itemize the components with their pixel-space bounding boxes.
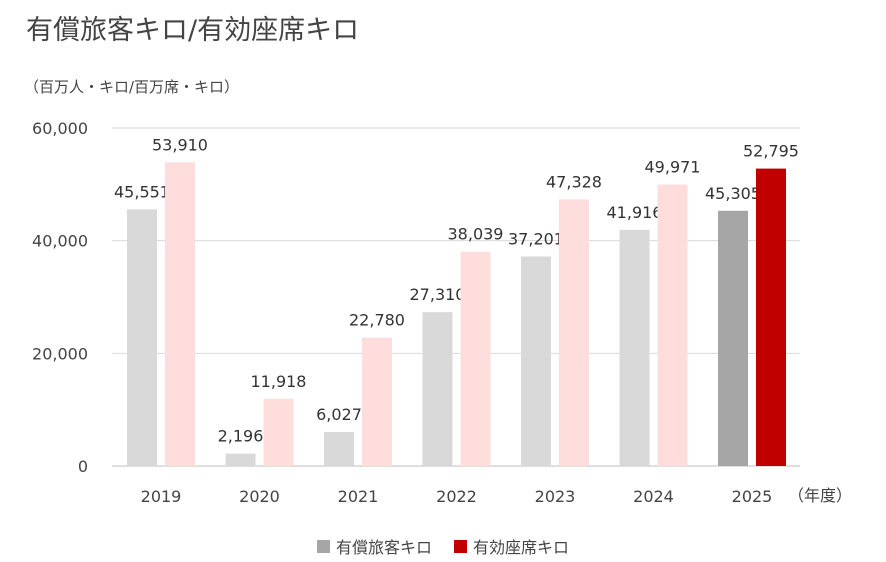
bar [225,453,256,466]
data-label: 45,305 [705,184,761,203]
data-label: 53,910 [152,135,208,154]
chart-title: 有償旅客キロ/有効座席キロ [26,15,360,46]
y-tick-label: 20,000 [32,344,88,363]
bar [324,432,354,466]
bar [127,209,157,466]
bar [263,398,294,466]
bar [756,168,786,466]
y-tick-label: 60,000 [32,119,88,138]
x-axis-unit-label: （年度） [788,486,852,505]
data-label: 11,918 [251,372,307,391]
x-tick-label: 2024 [633,487,674,506]
data-label: 37,201 [508,229,564,248]
bar [718,210,748,466]
data-label: 38,039 [448,225,504,244]
data-label: 49,971 [645,157,701,176]
data-label: 2,196 [218,427,264,446]
x-tick-label: 2025 [732,487,773,506]
legend-item-passenger-km: 有償旅客キロ [316,534,432,558]
data-label: 22,780 [349,311,405,330]
bar [657,184,688,466]
data-label: 41,916 [607,203,663,222]
x-tick-label: 2020 [239,487,280,506]
x-tick-label: 2022 [436,487,477,506]
data-label: 47,328 [546,172,602,191]
legend-swatch-seat-km [454,539,467,553]
data-label: 27,310 [410,285,466,304]
bar [460,251,491,466]
bar [362,337,392,466]
legend-swatch-passenger-km [316,539,330,553]
bar [559,199,589,466]
x-tick-label: 2019 [141,487,182,506]
bar [165,162,195,466]
bar [619,229,650,466]
x-tick-label: 2021 [338,487,379,506]
bar [422,312,453,466]
y-axis-unit-label: （百万人・キロ/百万席・キロ） [24,78,240,96]
legend-item-seat-km: 有効座席キロ [454,534,569,558]
legend-label-passenger-km: 有償旅客キロ [335,538,432,557]
data-label: 52,795 [743,142,799,161]
y-tick-label: 0 [78,457,88,476]
legend-label-seat-km: 有効座席キロ [473,538,570,557]
data-label: 45,551 [114,182,170,201]
data-label: 6,027 [316,405,362,424]
bar [521,256,551,466]
y-tick-label: 40,000 [32,232,88,251]
chart-legend: 有償旅客キロ 有効座席キロ [0,534,886,558]
x-tick-label: 2023 [535,487,576,506]
